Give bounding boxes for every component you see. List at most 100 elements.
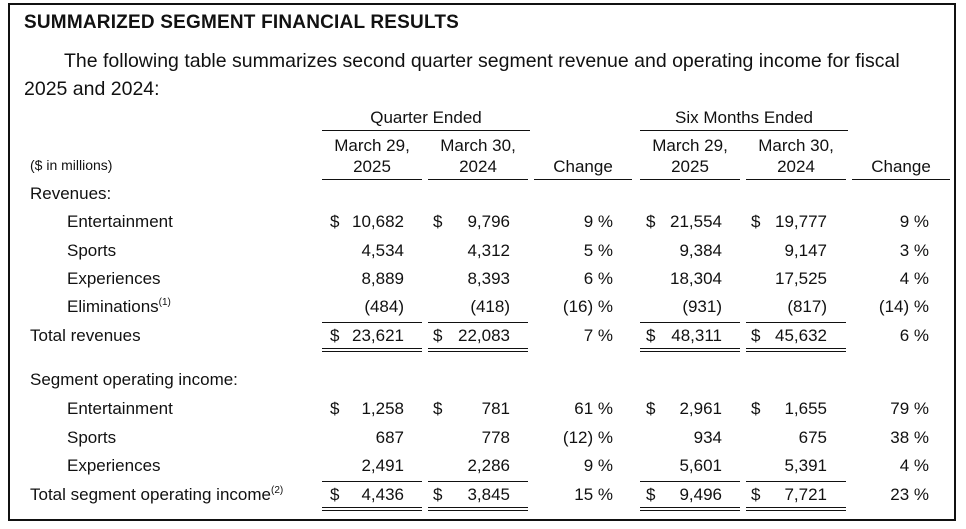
- change-cell: 9 %: [583, 212, 613, 231]
- currency-symbol: $: [330, 485, 340, 504]
- total-rule: [640, 507, 740, 508]
- total-row-label: Total segment operating income(2): [30, 485, 283, 505]
- col-header-s-2025: March 29, 2025: [640, 135, 740, 177]
- total-rule: [428, 507, 528, 508]
- operating-income-heading: Segment operating income:: [30, 370, 238, 389]
- row-label: Sports: [67, 241, 116, 261]
- change-cell: 4 %: [899, 456, 929, 475]
- value-cell: 21,554: [670, 212, 722, 231]
- group-rule-six-months: [640, 130, 848, 131]
- value-cell: 9,384: [679, 241, 722, 260]
- value-cell: (484): [364, 297, 404, 316]
- row-label-text: Entertainment: [67, 399, 173, 418]
- currency-symbol: $: [433, 326, 443, 345]
- value-cell: 10,682: [352, 212, 404, 231]
- document-frame: [8, 3, 956, 521]
- value-cell: 8,393: [467, 269, 510, 288]
- col-header-line: March 29,: [652, 136, 728, 155]
- value-cell: 2,961: [679, 399, 722, 418]
- total-rule: [746, 507, 846, 508]
- col-header-line: March 29,: [334, 136, 410, 155]
- row-label-text: Sports: [67, 428, 117, 447]
- change-cell: 15 %: [574, 485, 613, 504]
- col-header-line: March 30,: [440, 136, 516, 155]
- header-rule: [852, 179, 950, 180]
- header-rule: [428, 179, 528, 180]
- currency-symbol: $: [433, 212, 443, 231]
- col-header-q-change: Change: [553, 157, 613, 176]
- row-label-text: Entertainment: [67, 212, 173, 231]
- change-cell: 4 %: [899, 269, 929, 288]
- value-cell: 19,777: [775, 212, 827, 231]
- row-label: Experiences: [67, 456, 161, 476]
- group-header-quarter: Quarter Ended: [370, 108, 482, 127]
- section-title: SUMMARIZED SEGMENT FINANCIAL RESULTS: [24, 12, 460, 33]
- row-label-text: Total segment operating income: [30, 485, 271, 504]
- row-label: Experiences: [67, 269, 161, 289]
- change-cell: 61 %: [574, 399, 613, 418]
- value-cell: 48,311: [671, 326, 722, 345]
- total-rule: [640, 351, 740, 352]
- row-label-text: Experiences: [67, 269, 161, 288]
- value-cell: 9,147: [784, 241, 827, 260]
- change-cell: 6 %: [899, 326, 929, 345]
- total-rule: [746, 322, 846, 323]
- total-rule: [746, 351, 846, 352]
- total-rule: [322, 481, 422, 482]
- units-label: ($ in millions): [30, 157, 113, 173]
- row-label-text: Eliminations: [67, 297, 159, 316]
- revenues-heading: Revenues:: [30, 184, 112, 203]
- currency-symbol: $: [433, 399, 443, 418]
- value-cell: 1,258: [361, 399, 404, 418]
- change-cell: (12) %: [562, 428, 613, 447]
- value-cell: 3,845: [467, 485, 510, 504]
- total-rule: [428, 348, 528, 349]
- header-rule: [746, 179, 846, 180]
- col-header-line: March 30,: [758, 136, 834, 155]
- total-rule: [322, 348, 422, 349]
- value-cell: 778: [481, 428, 510, 447]
- total-row-label: Total revenues: [30, 326, 141, 346]
- currency-symbol: $: [646, 326, 656, 345]
- group-header-six-months: Six Months Ended: [675, 108, 813, 127]
- change-cell: 9 %: [583, 456, 613, 475]
- total-rule: [640, 322, 740, 323]
- change-cell: 79 %: [890, 399, 929, 418]
- col-header-line: 2024: [777, 157, 815, 176]
- value-cell: 9,496: [679, 485, 722, 504]
- currency-symbol: $: [330, 399, 340, 418]
- total-rule: [428, 481, 528, 482]
- header-rule: [640, 179, 740, 180]
- currency-symbol: $: [646, 485, 656, 504]
- total-rule: [746, 348, 846, 349]
- row-label-text: Total revenues: [30, 326, 141, 345]
- currency-symbol: $: [646, 399, 656, 418]
- row-label: Entertainment: [67, 399, 173, 419]
- total-rule: [428, 351, 528, 352]
- currency-symbol: $: [751, 212, 761, 231]
- change-cell: 38 %: [890, 428, 929, 447]
- col-header-line: 2025: [353, 157, 391, 176]
- value-cell: 17,525: [775, 269, 827, 288]
- total-rule: [322, 322, 422, 323]
- value-cell: 2,491: [361, 456, 404, 475]
- row-label: Sports: [67, 428, 116, 448]
- value-cell: 675: [798, 428, 827, 447]
- total-rule: [322, 507, 422, 508]
- col-header-line: 2024: [459, 157, 497, 176]
- value-cell: 1,655: [784, 399, 827, 418]
- value-cell: (931): [682, 297, 722, 316]
- value-cell: 9,796: [467, 212, 510, 231]
- total-rule: [322, 351, 422, 352]
- currency-symbol: $: [646, 212, 656, 231]
- change-cell: (14) %: [878, 297, 929, 316]
- value-cell: 45,632: [775, 326, 827, 345]
- col-header-s-change: Change: [871, 157, 931, 176]
- total-rule: [640, 510, 740, 511]
- total-rule: [322, 510, 422, 511]
- total-rule: [640, 348, 740, 349]
- group-rule-quarter: [322, 130, 530, 131]
- currency-symbol: $: [751, 326, 761, 345]
- row-label: Entertainment: [67, 212, 173, 232]
- value-cell: 4,312: [467, 241, 510, 260]
